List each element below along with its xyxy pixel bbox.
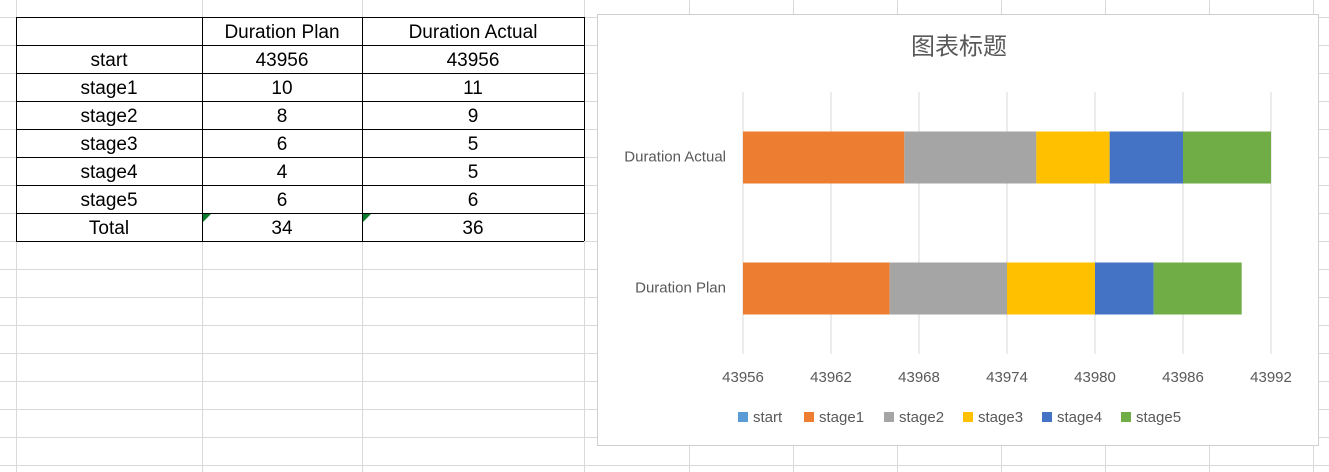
cell-value: 6 bbox=[468, 190, 479, 211]
legend-swatch bbox=[1042, 412, 1052, 422]
bar-segment bbox=[1183, 131, 1271, 184]
column-header: Duration Plan bbox=[224, 22, 339, 43]
row-label: start bbox=[91, 50, 129, 71]
row-label: stage1 bbox=[80, 78, 137, 99]
bar-segment bbox=[1036, 131, 1110, 184]
chart-title: 图表标题 bbox=[911, 33, 1007, 60]
legend-label: stage1 bbox=[819, 409, 864, 426]
cell-indicator bbox=[203, 214, 211, 222]
row-label: stage5 bbox=[80, 190, 137, 211]
cell-value: 10 bbox=[271, 78, 292, 99]
plot: 43956 43962 43968 43974 43980 43986 43992 Durat… bbox=[624, 92, 1292, 426]
row-label: stage4 bbox=[80, 162, 137, 183]
cell-value: 6 bbox=[277, 134, 288, 155]
bar-segment bbox=[889, 262, 1007, 315]
row-label: stage2 bbox=[80, 106, 137, 127]
x-tick-label: 43956 bbox=[722, 369, 764, 386]
x-tick-label: 43992 bbox=[1250, 369, 1292, 386]
legend-swatch bbox=[1121, 412, 1131, 422]
legend-label: stage4 bbox=[1057, 409, 1102, 426]
legend-label: stage2 bbox=[899, 409, 944, 426]
x-tick-label: 43980 bbox=[1074, 369, 1116, 386]
bar-segment bbox=[1109, 131, 1183, 184]
bar-segment bbox=[904, 131, 1037, 184]
legend-label: start bbox=[753, 409, 783, 426]
cell-value: 9 bbox=[468, 106, 479, 127]
cell-value: 43956 bbox=[447, 50, 500, 71]
x-tick-label: 43986 bbox=[1162, 369, 1204, 386]
bar-segment bbox=[1007, 262, 1095, 315]
x-tick-label: 43974 bbox=[986, 369, 1028, 386]
x-tick-label: 43968 bbox=[898, 369, 940, 386]
row-label: Total bbox=[89, 218, 129, 239]
x-tick-label: 43962 bbox=[810, 369, 852, 386]
legend-label: stage5 bbox=[1136, 409, 1181, 426]
cell-value: 5 bbox=[468, 134, 479, 155]
bar-segment bbox=[1153, 262, 1242, 315]
cell-value: 4 bbox=[277, 162, 288, 183]
cell-indicator bbox=[363, 214, 371, 222]
bar-segment bbox=[1095, 262, 1154, 315]
cell-value: 6 bbox=[277, 190, 288, 211]
legend-swatch bbox=[963, 412, 973, 422]
cell-value: 11 bbox=[463, 78, 483, 99]
legend-swatch bbox=[738, 412, 748, 422]
legend-label: stage3 bbox=[978, 409, 1023, 426]
cell-value: 36 bbox=[462, 218, 483, 239]
cell-value: 8 bbox=[277, 106, 288, 127]
chart-area bbox=[597, 14, 1319, 446]
column-header: Duration Actual bbox=[409, 22, 538, 43]
cell-value: 5 bbox=[468, 162, 479, 183]
bar-segment bbox=[743, 131, 905, 184]
cell-value: 43956 bbox=[256, 50, 309, 71]
y-tick-label: Duration Plan bbox=[635, 279, 726, 296]
cell-value: 34 bbox=[271, 218, 293, 239]
legend-swatch bbox=[804, 412, 814, 422]
bar-segment bbox=[743, 262, 890, 315]
y-tick-label: Duration Actual bbox=[624, 148, 726, 165]
legend-swatch bbox=[884, 412, 894, 422]
row-label: stage3 bbox=[80, 134, 137, 155]
